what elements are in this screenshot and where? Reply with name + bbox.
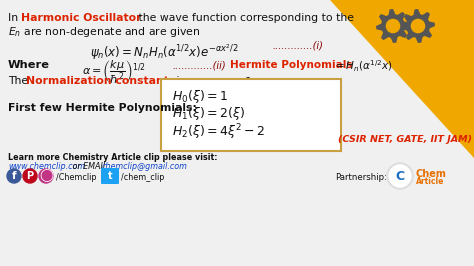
Circle shape — [386, 19, 400, 33]
Circle shape — [39, 169, 53, 183]
Text: $E_n$ are non-degenate and are given: $E_n$ are non-degenate and are given — [8, 25, 201, 39]
Text: $H_1(\xi) = 2(\xi)$: $H_1(\xi) = 2(\xi)$ — [172, 105, 245, 122]
Text: $N_n = \dfrac{1}{(2^n n!)^{1/2}}\left(\dfrac{\alpha}{\pi}\right)^{1/4}$: $N_n = \dfrac{1}{(2^n n!)^{1/2}}\left(\d… — [195, 75, 310, 104]
Text: chemclip@gmail.com: chemclip@gmail.com — [102, 162, 188, 171]
Text: /chem_clip: /chem_clip — [121, 173, 164, 182]
Circle shape — [23, 169, 37, 183]
Text: First few Hermite Polynomials:: First few Hermite Polynomials: — [8, 103, 197, 113]
Text: Article: Article — [416, 177, 444, 186]
FancyBboxPatch shape — [161, 79, 341, 151]
Text: Hermite Polynomials: Hermite Polynomials — [230, 60, 353, 70]
Text: The: The — [8, 76, 32, 86]
Text: t: t — [108, 171, 112, 181]
Text: C: C — [395, 169, 405, 182]
Text: the wave function corresponding to the: the wave function corresponding to the — [135, 13, 354, 23]
Text: www.chemclip.com: www.chemclip.com — [8, 162, 85, 171]
Text: $\psi_n(x) = N_n H_n(\alpha^{1/2}x)e^{-\alpha x^2/2}$: $\psi_n(x) = N_n H_n(\alpha^{1/2}x)e^{-\… — [90, 42, 238, 62]
Polygon shape — [401, 9, 435, 43]
Text: In: In — [8, 13, 22, 23]
Text: or EMAIL:: or EMAIL: — [70, 162, 113, 171]
Text: f: f — [12, 171, 16, 181]
Text: (CSIR NET, GATE, IIT JAM): (CSIR NET, GATE, IIT JAM) — [338, 135, 472, 144]
Circle shape — [387, 163, 413, 189]
Text: $= H_n(\alpha^{1/2}x)$: $= H_n(\alpha^{1/2}x)$ — [333, 59, 393, 74]
Text: .............(i): .............(i) — [272, 41, 323, 51]
Text: Partnership:: Partnership: — [335, 173, 387, 182]
Text: Harmonic Oscillator: Harmonic Oscillator — [21, 13, 142, 23]
Text: Normalization constant: Normalization constant — [26, 76, 169, 86]
FancyBboxPatch shape — [101, 168, 119, 184]
Text: is: is — [173, 76, 196, 86]
Text: $H_2(\xi) = 4\xi^2 - 2$: $H_2(\xi) = 4\xi^2 - 2$ — [172, 122, 265, 142]
Text: /Chemclip: /Chemclip — [56, 173, 97, 182]
Circle shape — [389, 165, 411, 187]
Text: $H_0(\xi) = 1$: $H_0(\xi) = 1$ — [172, 88, 228, 105]
Text: $N_n$: $N_n$ — [159, 76, 173, 90]
Text: P: P — [27, 171, 34, 181]
Circle shape — [411, 19, 425, 33]
Text: Learn more Chemistry Article clip please visit:: Learn more Chemistry Article clip please… — [8, 153, 218, 162]
Polygon shape — [330, 0, 474, 158]
Circle shape — [7, 169, 21, 183]
Polygon shape — [376, 9, 410, 43]
Text: $\alpha = \left(\dfrac{k\mu}{\hbar^2}\right)^{1/2}$: $\alpha = \left(\dfrac{k\mu}{\hbar^2}\ri… — [82, 59, 146, 86]
Text: .............(ii): .............(ii) — [172, 60, 226, 70]
Text: ◯: ◯ — [39, 169, 53, 182]
Text: Where: Where — [8, 60, 50, 70]
Text: Chem: Chem — [416, 169, 447, 179]
